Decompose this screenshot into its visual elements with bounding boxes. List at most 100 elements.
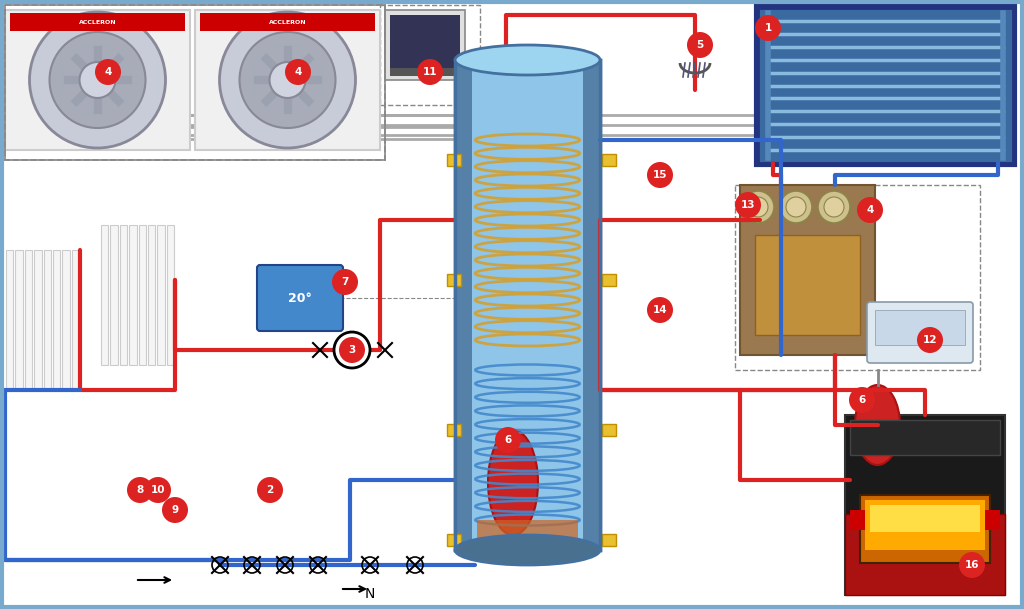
Text: 5: 5 xyxy=(696,40,703,50)
Bar xyxy=(455,60,472,550)
Text: N: N xyxy=(365,587,375,601)
Circle shape xyxy=(647,162,673,188)
Bar xyxy=(602,274,616,286)
Circle shape xyxy=(495,427,521,453)
Circle shape xyxy=(219,12,355,148)
Circle shape xyxy=(334,332,370,368)
Text: 15: 15 xyxy=(652,170,668,180)
Bar xyxy=(472,60,583,550)
Bar xyxy=(850,510,1000,530)
FancyBboxPatch shape xyxy=(257,265,343,331)
Circle shape xyxy=(748,197,768,217)
Bar xyxy=(755,235,860,335)
Text: 8: 8 xyxy=(136,485,143,495)
Ellipse shape xyxy=(855,385,900,465)
Bar xyxy=(447,154,461,166)
Bar xyxy=(447,274,461,286)
Circle shape xyxy=(127,477,153,503)
Circle shape xyxy=(824,197,844,217)
Bar xyxy=(735,185,980,370)
Bar xyxy=(10,13,185,31)
Bar xyxy=(845,415,1005,595)
Text: 3: 3 xyxy=(348,345,355,355)
Bar xyxy=(167,225,174,365)
Bar xyxy=(740,185,874,355)
Circle shape xyxy=(959,552,985,578)
Bar xyxy=(111,225,118,365)
Bar xyxy=(34,250,42,390)
Bar xyxy=(756,6,1015,165)
Bar xyxy=(25,250,32,390)
Text: 6: 6 xyxy=(505,435,512,445)
Bar xyxy=(758,8,1013,163)
Bar xyxy=(5,5,385,160)
Circle shape xyxy=(849,387,874,413)
Bar xyxy=(860,495,990,563)
Text: 4: 4 xyxy=(104,67,112,77)
Bar xyxy=(385,10,465,80)
Circle shape xyxy=(786,197,806,217)
Text: 20°: 20° xyxy=(288,292,312,304)
Circle shape xyxy=(240,32,336,128)
Circle shape xyxy=(162,497,188,523)
Bar xyxy=(602,424,616,436)
Bar xyxy=(390,68,460,76)
Circle shape xyxy=(918,327,943,353)
Text: 2: 2 xyxy=(266,485,273,495)
Text: 1: 1 xyxy=(764,23,772,33)
Circle shape xyxy=(417,59,443,85)
Text: 13: 13 xyxy=(740,200,756,210)
Bar xyxy=(602,534,616,546)
Circle shape xyxy=(780,191,812,223)
Text: 9: 9 xyxy=(171,505,178,515)
Bar xyxy=(158,225,165,365)
Bar xyxy=(583,60,600,550)
Circle shape xyxy=(755,15,781,41)
Circle shape xyxy=(742,191,774,223)
Circle shape xyxy=(49,32,145,128)
Bar xyxy=(5,5,385,160)
Text: 4: 4 xyxy=(294,67,302,77)
Bar xyxy=(455,60,600,550)
Bar xyxy=(195,10,380,150)
Circle shape xyxy=(687,32,713,58)
Bar xyxy=(865,500,985,551)
Text: 11: 11 xyxy=(423,67,437,77)
Bar xyxy=(72,250,79,390)
Ellipse shape xyxy=(455,45,600,75)
Bar xyxy=(447,424,461,436)
Bar xyxy=(6,250,13,390)
Text: 10: 10 xyxy=(151,485,165,495)
FancyBboxPatch shape xyxy=(867,302,973,363)
Circle shape xyxy=(95,59,121,85)
Text: 4: 4 xyxy=(866,205,873,215)
Ellipse shape xyxy=(488,430,538,535)
Circle shape xyxy=(145,477,171,503)
Bar xyxy=(602,154,616,166)
Text: 7: 7 xyxy=(341,277,349,287)
Bar xyxy=(870,505,980,532)
Bar xyxy=(15,250,23,390)
Circle shape xyxy=(857,197,883,223)
Bar xyxy=(129,225,136,365)
Bar xyxy=(850,420,1000,455)
Circle shape xyxy=(735,192,761,218)
Bar xyxy=(62,250,70,390)
Circle shape xyxy=(647,297,673,323)
Bar xyxy=(138,225,145,365)
Text: ACCLERON: ACCLERON xyxy=(79,19,117,24)
Circle shape xyxy=(818,191,850,223)
Text: ACCLERON: ACCLERON xyxy=(268,19,306,24)
Circle shape xyxy=(339,337,365,363)
Circle shape xyxy=(269,62,305,98)
Bar xyxy=(477,520,579,550)
Bar xyxy=(845,514,1005,595)
Text: 16: 16 xyxy=(965,560,979,570)
Ellipse shape xyxy=(455,535,600,565)
Text: 6: 6 xyxy=(858,395,865,405)
Bar xyxy=(874,310,965,345)
Circle shape xyxy=(285,59,311,85)
Bar xyxy=(380,5,480,105)
Text: 14: 14 xyxy=(652,305,668,315)
Circle shape xyxy=(30,12,166,148)
